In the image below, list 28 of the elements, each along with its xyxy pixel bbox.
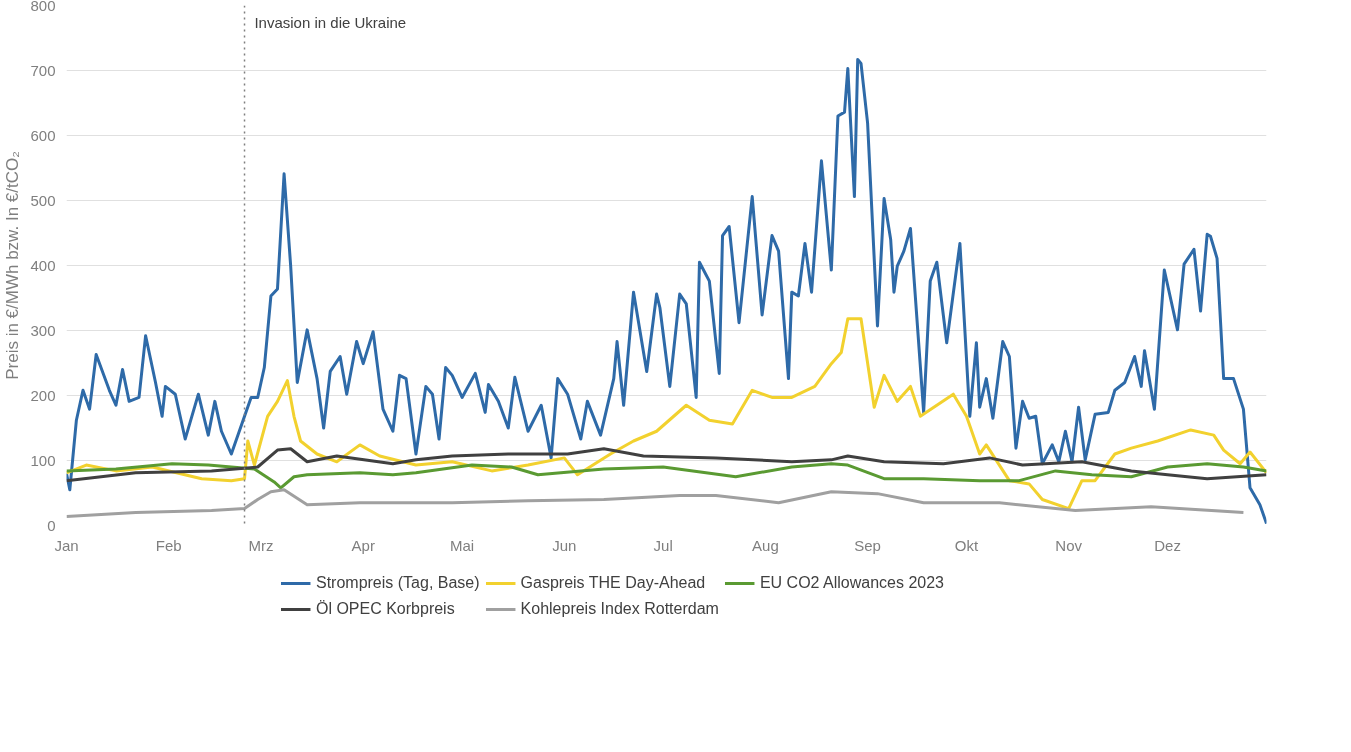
x-tick-label: Apr (351, 536, 375, 554)
x-tick-label: Nov (1055, 536, 1083, 554)
legend-label: Kohlepreis Index Rotterdam (520, 600, 719, 618)
x-tick-label: Feb (155, 536, 182, 554)
legend-label: EU CO2 Allowances 2023 (759, 574, 945, 592)
x-tick-label: Okt (954, 536, 979, 554)
legend-label: Strompreis (Tag, Base) (315, 574, 480, 592)
y-tick-label: 100 (30, 451, 56, 469)
legend-label: Öl OPEC Korbpreis (315, 600, 455, 618)
x-tick-label: Mai (450, 536, 475, 554)
y-tick-label: 0 (47, 516, 56, 534)
y-tick-label: 500 (30, 191, 56, 209)
legend-label: Gaspreis THE Day-Ahead (520, 574, 706, 592)
x-tick-label: Sep (854, 536, 881, 554)
y-axis-title: Preis in €/MWh bzw. In €/tCO₂ (3, 151, 23, 380)
y-tick-label: 400 (30, 256, 56, 274)
y-tick-label: 700 (30, 61, 56, 79)
y-tick-label: 300 (30, 321, 56, 339)
ref-line-label: Invasion in die Ukraine (254, 13, 407, 31)
x-tick-label: Aug (752, 536, 779, 554)
x-tick-label: Mrz (248, 536, 274, 554)
x-tick-label: Jul (653, 536, 673, 554)
y-tick-label: 600 (30, 126, 56, 144)
x-tick-label: Jun (552, 536, 577, 554)
x-tick-label: Jan (54, 536, 79, 554)
y-tick-label: 800 (30, 0, 56, 14)
y-tick-label: 200 (30, 386, 56, 404)
x-tick-label: Dez (1154, 536, 1181, 554)
